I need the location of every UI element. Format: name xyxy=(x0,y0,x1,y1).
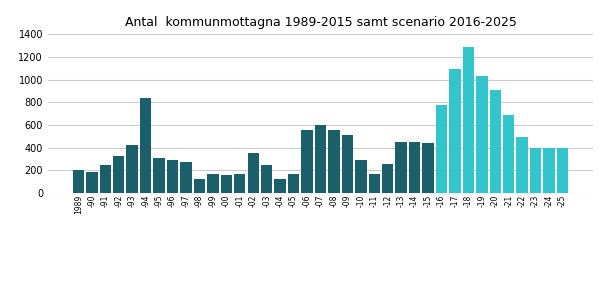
Bar xyxy=(395,142,407,193)
Title: Antal  kommunmottagna 1989-2015 samt scenario 2016-2025: Antal kommunmottagna 1989-2015 samt scen… xyxy=(125,16,516,29)
Bar xyxy=(328,130,340,193)
Bar xyxy=(220,175,232,193)
Bar xyxy=(288,174,300,193)
Bar xyxy=(153,158,165,193)
Bar xyxy=(516,137,528,193)
Bar xyxy=(126,145,138,193)
Bar xyxy=(113,156,125,193)
Bar xyxy=(193,179,205,193)
Bar xyxy=(476,76,488,193)
Bar xyxy=(99,165,111,193)
Bar xyxy=(409,142,420,193)
Bar xyxy=(274,179,286,193)
Bar xyxy=(368,174,380,193)
Bar xyxy=(140,98,152,193)
Bar xyxy=(543,148,555,193)
Bar xyxy=(247,153,259,193)
Bar xyxy=(72,170,84,193)
Bar xyxy=(436,105,447,193)
Bar xyxy=(355,160,367,193)
Bar xyxy=(341,135,353,193)
Bar xyxy=(261,165,273,193)
Bar xyxy=(489,90,501,193)
Bar xyxy=(86,172,98,193)
Bar xyxy=(314,125,326,193)
Bar xyxy=(234,174,246,193)
Bar xyxy=(462,47,474,193)
Bar xyxy=(503,115,515,193)
Bar xyxy=(207,174,219,193)
Bar xyxy=(422,143,434,193)
Bar xyxy=(557,148,568,193)
Bar xyxy=(180,162,192,193)
Bar xyxy=(449,69,461,193)
Bar xyxy=(301,130,313,193)
Bar xyxy=(382,164,394,193)
Bar xyxy=(167,160,179,193)
Bar xyxy=(530,148,541,193)
